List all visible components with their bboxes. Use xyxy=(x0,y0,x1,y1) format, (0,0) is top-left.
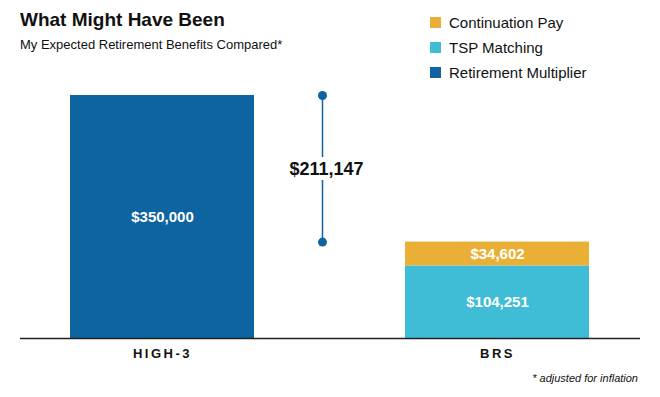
svg-text:$350,000: $350,000 xyxy=(131,208,194,225)
svg-text:$34,602: $34,602 xyxy=(470,245,524,262)
html-text:Continuation Pay: Continuation Pay xyxy=(449,14,564,31)
html-text:TSP Matching: TSP Matching xyxy=(449,39,543,56)
svg-text:$211,147: $211,147 xyxy=(289,159,363,179)
svg-text:HIGH-3: HIGH-3 xyxy=(133,346,192,361)
svg-text:BRS: BRS xyxy=(480,346,515,361)
html-text:My Expected Retirement Benefit: My Expected Retirement Benefits Compared… xyxy=(20,37,283,52)
html-text:What Might Have Been: What Might Have Been xyxy=(20,9,225,30)
html-text:* adjusted for inflation: * adjusted for inflation xyxy=(532,372,638,384)
svg-text:$104,251: $104,251 xyxy=(466,293,529,310)
html-text:Retirement Multiplier: Retirement Multiplier xyxy=(449,64,587,81)
